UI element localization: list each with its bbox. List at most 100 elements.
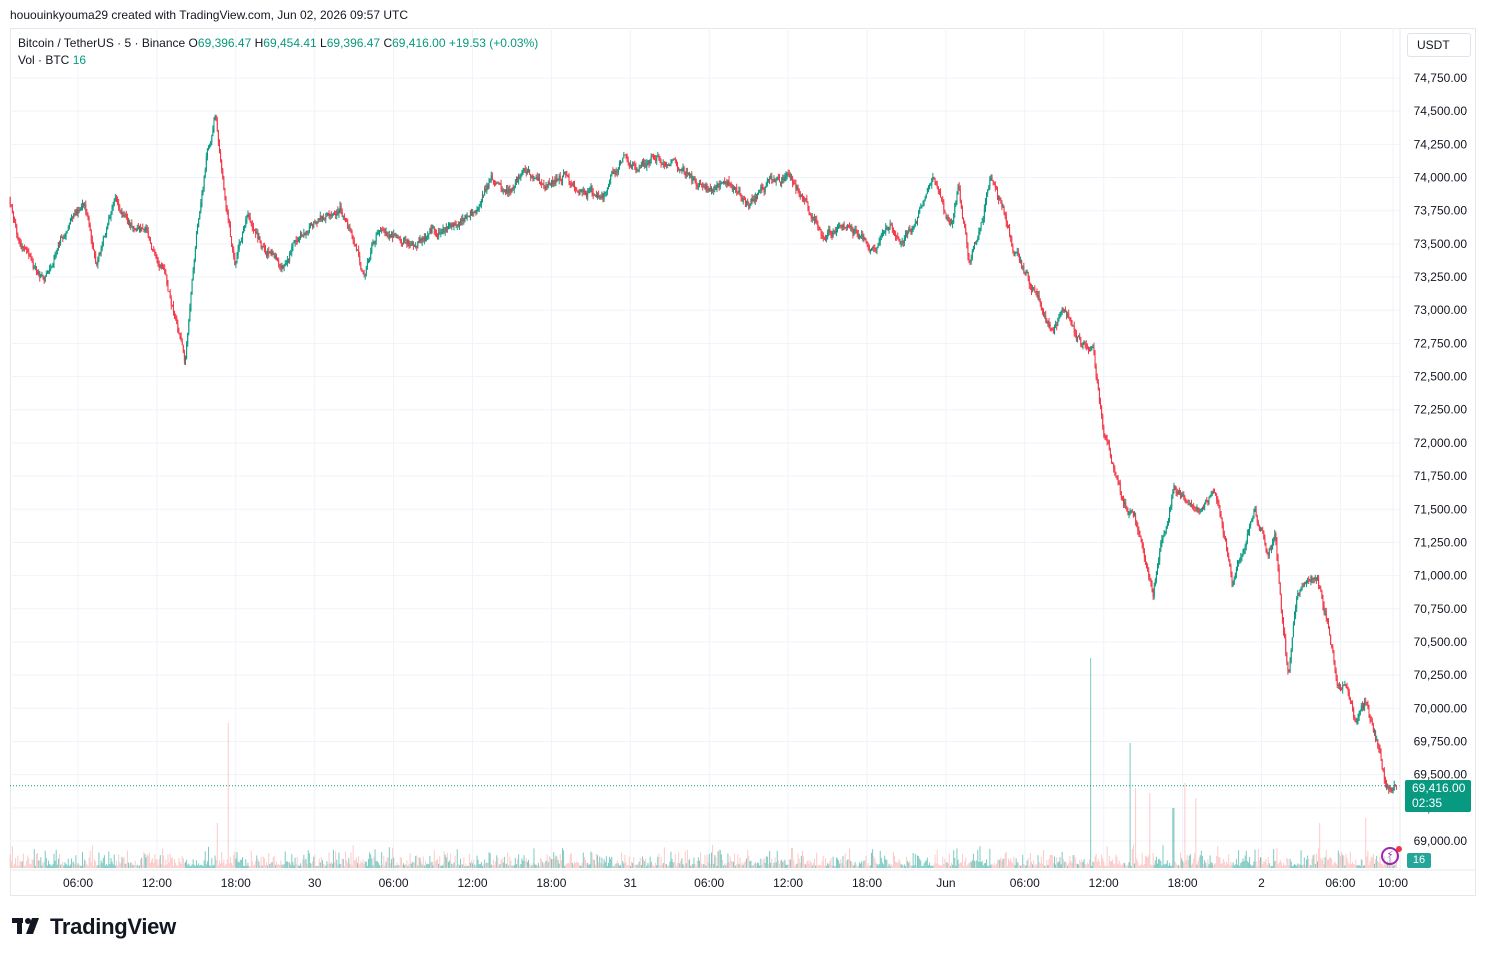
volume-bar: [1233, 865, 1235, 868]
volume-bar: [592, 859, 594, 868]
price-tick-label: 71,000.00: [1414, 569, 1468, 583]
volume-bar: [259, 865, 261, 868]
candle-body: [771, 176, 773, 180]
candle-body: [618, 163, 620, 168]
candle-body: [262, 246, 264, 248]
volume-bar: [610, 858, 612, 868]
volume-bar: [696, 860, 698, 868]
volume-bar: [120, 863, 122, 868]
volume-bar: [708, 853, 710, 868]
candle-body: [1199, 510, 1201, 512]
symbol-title[interactable]: Bitcoin / TetherUS · 5 · Binance: [18, 36, 186, 50]
volume-bar: [1104, 865, 1106, 868]
volume-bar: [1188, 855, 1190, 868]
candle-body: [69, 217, 71, 225]
candle-body: [1039, 300, 1041, 303]
volume-bar: [1255, 861, 1257, 868]
candle-body: [108, 217, 110, 224]
candle-body: [1010, 235, 1012, 239]
candle-body: [542, 183, 544, 185]
candle-body: [1217, 499, 1219, 503]
volume-bar: [337, 864, 339, 868]
volume-bar: [167, 854, 169, 868]
volume-bar: [1220, 863, 1222, 868]
volume-bar: [83, 864, 85, 868]
volume-bar: [510, 860, 512, 868]
volume-label[interactable]: Vol · BTC: [18, 53, 70, 67]
volume-bar: [210, 865, 212, 868]
candle-body: [904, 233, 906, 239]
candle-body: [1360, 705, 1362, 711]
candle-body: [1387, 786, 1389, 788]
candle-body: [959, 189, 961, 202]
volume-bar: [29, 864, 31, 868]
candle-body: [120, 209, 122, 214]
volume-bar: [881, 862, 883, 868]
volume-bar: [663, 847, 665, 868]
volume-bar: [561, 847, 563, 868]
brand[interactable]: TradingView: [12, 914, 176, 940]
price-tick-label: 70,250.00: [1414, 668, 1468, 682]
volume-bar: [238, 862, 240, 868]
candle-body: [1073, 325, 1075, 333]
candle-body: [578, 191, 580, 195]
volume-bar: [476, 855, 478, 868]
volume-bar: [1300, 850, 1302, 868]
volume-bar: [237, 861, 239, 868]
volume-bar: [1006, 865, 1008, 868]
volume-bar: [64, 862, 66, 868]
volume-bar: [751, 865, 753, 868]
volume-bar: [1140, 864, 1142, 868]
candle-body: [713, 189, 715, 192]
volume-bar: [1281, 865, 1283, 868]
volume-bar: [959, 862, 961, 868]
volume-bar: [1310, 865, 1312, 868]
currency-button[interactable]: USDT: [1407, 33, 1471, 57]
candle-body: [1343, 685, 1345, 687]
volume-bar: [1029, 853, 1031, 868]
volume-bar: [435, 860, 437, 868]
alert-clock-icon[interactable]: ⚡: [1381, 847, 1399, 865]
volume-bar: [719, 849, 721, 868]
volume-bar: [111, 861, 113, 868]
candle-body: [94, 250, 96, 255]
candle-body: [172, 305, 174, 312]
volume-bar: [1050, 855, 1052, 868]
candle-body: [663, 163, 665, 166]
candle-body: [862, 234, 864, 240]
volume-bar: [1034, 865, 1036, 868]
candle-body: [384, 230, 386, 234]
volume-bar: [1262, 864, 1264, 868]
candle-body: [142, 227, 144, 230]
volume-bar: [920, 860, 922, 868]
candle-body: [639, 167, 641, 169]
candle-body: [107, 223, 109, 230]
candle-body: [1224, 535, 1226, 542]
volume-bar: [245, 859, 247, 868]
volume-bar: [513, 864, 515, 868]
volume-bar: [1324, 857, 1326, 868]
candle-body: [1240, 557, 1242, 560]
volume-bar: [451, 863, 453, 868]
volume-bar: [257, 858, 259, 868]
volume-bar: [579, 865, 581, 868]
volume-bar: [1355, 859, 1357, 868]
candle-body: [911, 229, 913, 233]
candle-body: [398, 237, 400, 239]
volume-bar: [668, 864, 670, 868]
candle-body: [50, 268, 52, 270]
candle-body: [590, 186, 592, 189]
candle-body: [361, 268, 363, 272]
candle-body: [1364, 701, 1366, 707]
volume-bar: [847, 859, 849, 868]
candle-body: [1223, 534, 1225, 536]
volume-bar: [350, 852, 352, 868]
volume-bar: [1068, 863, 1070, 868]
volume-bar: [492, 859, 494, 868]
candle-body: [1212, 491, 1214, 493]
candle-body: [138, 227, 140, 230]
volume-bar: [84, 859, 86, 868]
candle-body: [1130, 510, 1132, 513]
volume-bar: [851, 862, 853, 868]
